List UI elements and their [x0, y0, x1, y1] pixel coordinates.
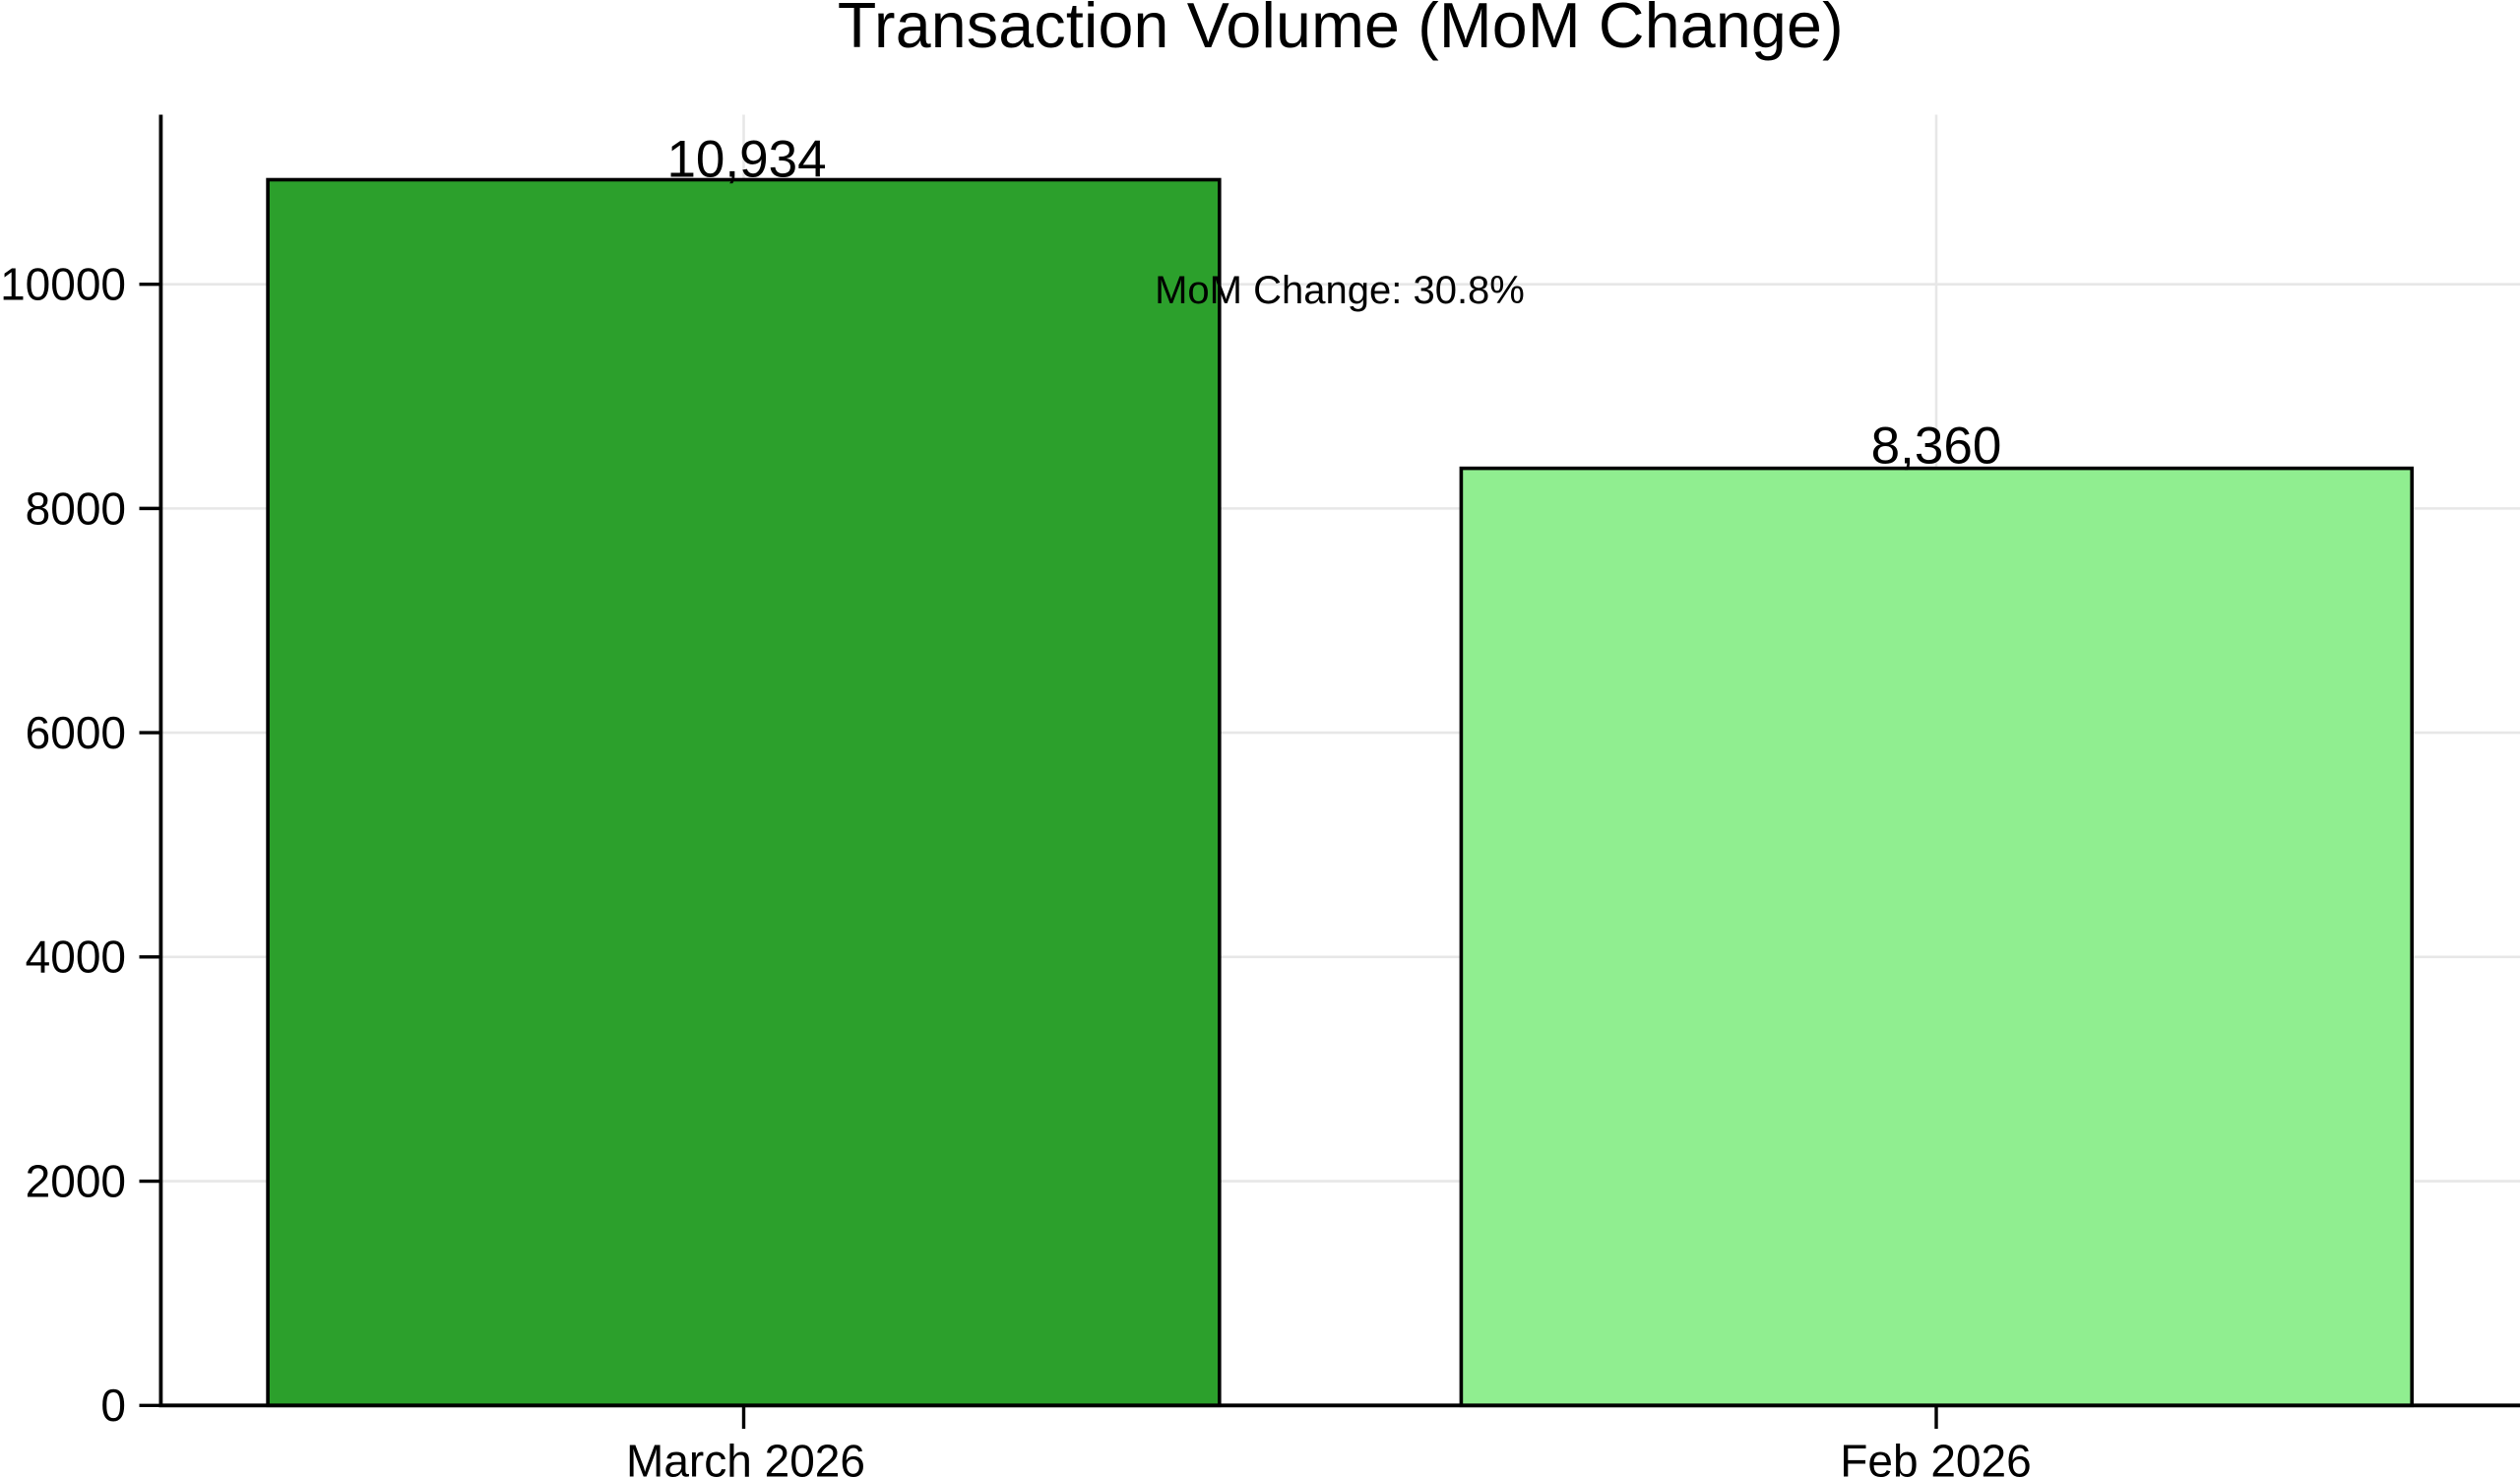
- svg-text:2000: 2000: [26, 1156, 126, 1207]
- svg-text:8,360: 8,360: [1871, 417, 2002, 475]
- svg-text:Transaction Volume (MoM Change: Transaction Volume (MoM Change): [838, 0, 1844, 61]
- svg-text:10,934: 10,934: [666, 131, 826, 189]
- svg-text:0: 0: [100, 1380, 126, 1431]
- svg-text:8000: 8000: [26, 482, 126, 534]
- svg-text:4000: 4000: [26, 932, 126, 983]
- svg-text:10000: 10000: [0, 259, 126, 310]
- svg-text:Feb 2026: Feb 2026: [1840, 1436, 2031, 1478]
- svg-text:6000: 6000: [26, 707, 126, 758]
- svg-text:March 2026: March 2026: [626, 1436, 865, 1478]
- svg-text:MoM Change: 30.8%: MoM Change: 30.8%: [1155, 269, 1525, 312]
